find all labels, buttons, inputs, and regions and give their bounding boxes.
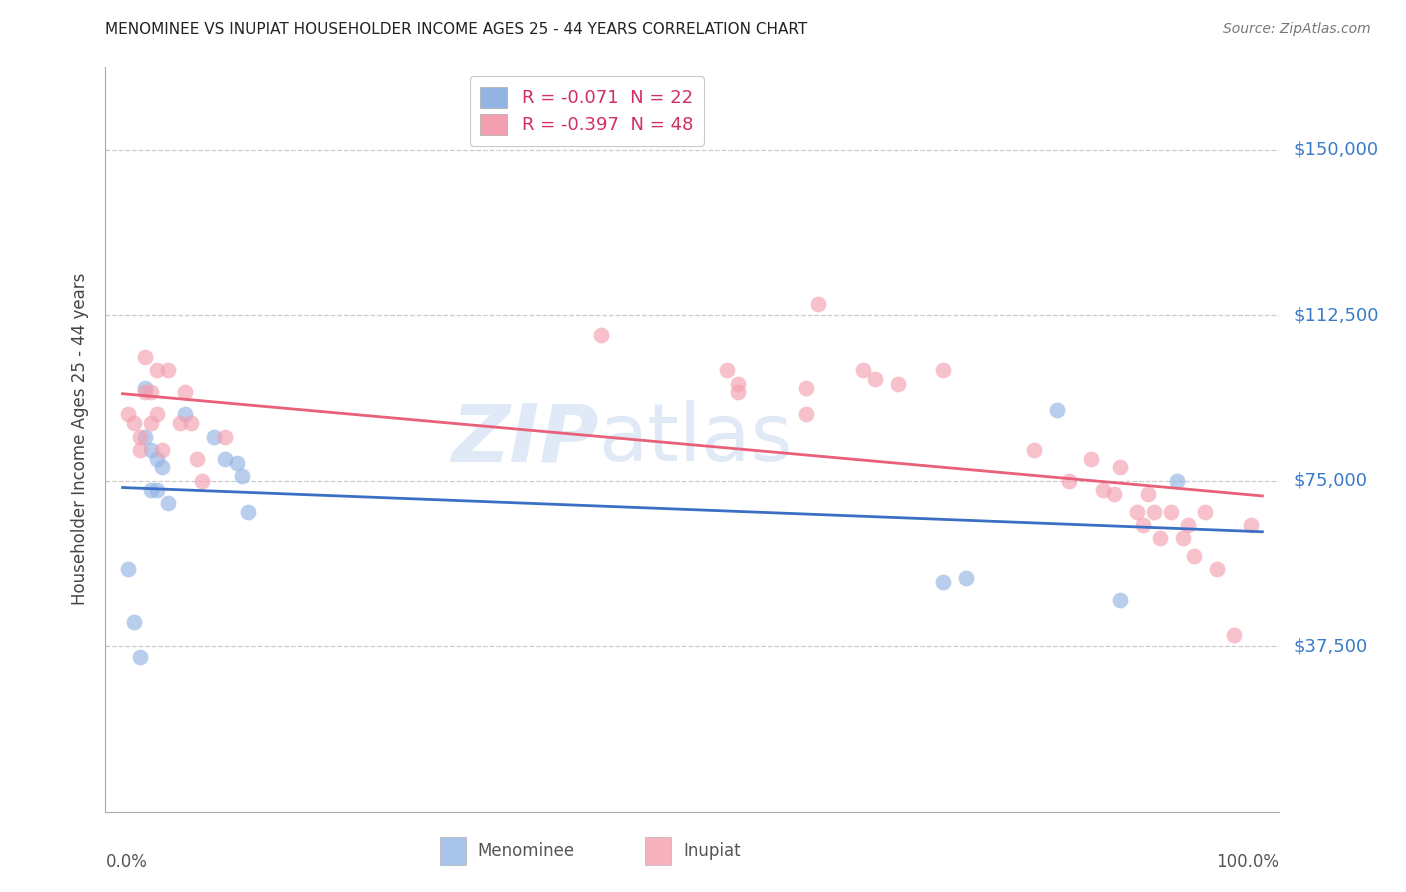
Point	[1132, 517, 1154, 532]
Point	[128, 442, 150, 457]
Point	[225, 456, 247, 470]
Point	[122, 615, 145, 629]
Point	[932, 575, 955, 590]
Point	[191, 474, 214, 488]
Y-axis label: Householder Income Ages 25 - 44 years: Householder Income Ages 25 - 44 years	[72, 273, 90, 606]
Point	[214, 429, 236, 443]
Point	[863, 372, 886, 386]
Point	[1137, 487, 1160, 501]
Text: $112,500: $112,500	[1294, 306, 1379, 324]
Point	[1102, 487, 1125, 501]
Point	[134, 350, 156, 364]
Point	[727, 376, 749, 391]
Point	[1109, 460, 1132, 475]
Point	[1109, 592, 1132, 607]
Point	[1080, 451, 1102, 466]
Point	[796, 408, 818, 422]
Point	[169, 417, 191, 431]
Point	[1160, 505, 1182, 519]
Point	[591, 328, 613, 343]
Point	[145, 363, 167, 377]
Text: atlas: atlas	[599, 401, 793, 478]
Legend: R = -0.071  N = 22, R = -0.397  N = 48: R = -0.071 N = 22, R = -0.397 N = 48	[470, 76, 704, 145]
Text: 0.0%: 0.0%	[105, 853, 148, 871]
Point	[1024, 442, 1046, 457]
Point	[134, 381, 156, 395]
Text: Source: ZipAtlas.com: Source: ZipAtlas.com	[1223, 22, 1371, 37]
Point	[134, 385, 156, 400]
Text: $37,500: $37,500	[1294, 637, 1368, 656]
Point	[117, 408, 139, 422]
Point	[180, 417, 202, 431]
Point	[202, 429, 225, 443]
Point	[145, 408, 167, 422]
Point	[157, 496, 180, 510]
Bar	[645, 837, 671, 865]
Point	[117, 562, 139, 576]
Point	[1166, 474, 1188, 488]
Point	[145, 451, 167, 466]
Text: 100.0%: 100.0%	[1216, 853, 1279, 871]
Text: $150,000: $150,000	[1294, 141, 1378, 159]
Point	[174, 385, 197, 400]
Text: Menominee: Menominee	[478, 842, 575, 860]
Point	[1240, 517, 1263, 532]
Point	[727, 385, 749, 400]
Point	[1046, 403, 1069, 417]
Point	[1205, 562, 1227, 576]
Point	[236, 505, 259, 519]
Point	[955, 571, 977, 585]
Point	[1171, 531, 1194, 545]
Text: ZIP: ZIP	[451, 401, 599, 478]
Text: Inupiat: Inupiat	[683, 842, 741, 860]
Point	[807, 297, 830, 311]
Point	[145, 483, 167, 497]
Point	[152, 460, 174, 475]
Point	[186, 451, 208, 466]
Point	[134, 429, 156, 443]
Point	[1223, 628, 1246, 642]
Point	[1143, 505, 1166, 519]
Point	[852, 363, 875, 377]
Text: MENOMINEE VS INUPIAT HOUSEHOLDER INCOME AGES 25 - 44 YEARS CORRELATION CHART: MENOMINEE VS INUPIAT HOUSEHOLDER INCOME …	[105, 22, 807, 37]
Point	[932, 363, 955, 377]
Text: $75,000: $75,000	[1294, 472, 1368, 490]
Point	[796, 381, 818, 395]
Point	[1126, 505, 1149, 519]
Point	[1149, 531, 1171, 545]
Point	[174, 408, 197, 422]
Point	[157, 363, 180, 377]
Point	[139, 417, 162, 431]
Point	[231, 469, 253, 483]
Point	[1182, 549, 1205, 563]
Point	[128, 429, 150, 443]
Bar	[440, 837, 465, 865]
Point	[152, 442, 174, 457]
Point	[139, 442, 162, 457]
Point	[139, 483, 162, 497]
Point	[214, 451, 236, 466]
Point	[1091, 483, 1114, 497]
Point	[1177, 517, 1199, 532]
Point	[1194, 505, 1216, 519]
Point	[128, 650, 150, 665]
Point	[1057, 474, 1080, 488]
Point	[886, 376, 908, 391]
Point	[122, 417, 145, 431]
Point	[139, 385, 162, 400]
Point	[716, 363, 738, 377]
